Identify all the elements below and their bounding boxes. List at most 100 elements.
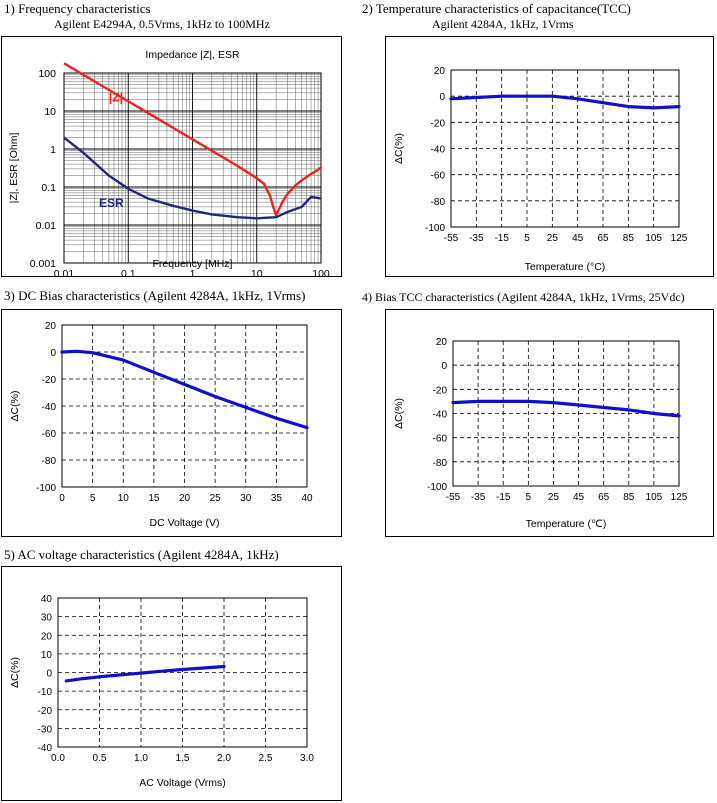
frequency-chart-frame: 0.01 0.1 1 10 100 0.001 0.01 0.1 1 10 100 Impedance… [1,36,342,278]
x-tick-label: 105 [646,492,663,503]
series-label-esr: ESR [99,196,124,210]
dc-bias-chart: 0 5 10 15 20 25 30 35 40 20 0 -20 -40 -60 -80 -100 DC Vo… [9,321,313,529]
x-tick-label: 45 [572,233,584,244]
y-tick-label: -30 [38,724,53,735]
x-tick-label: 25 [547,233,559,244]
x-tick-label: 105 [645,233,662,244]
x-tick-label: 5 [90,493,96,504]
y-tick-label: -100 [425,223,445,234]
series-line [63,136,322,220]
x-tick-label: -15 [496,492,511,503]
y-tick-label: 30 [41,613,53,624]
chart-title: Impedance |Z|, ESR [145,49,240,61]
y-axis-label: ΔC(%) [393,398,405,429]
x-axis-label: Frequency [MHz] [153,258,233,270]
x-tick-label: 5 [526,492,532,503]
y-tick-label: 0.001 [30,258,56,270]
y-tick-label: -40 [42,402,57,413]
tcc-chart-frame: -55 -35 -15 5 25 45 65 85 105 125 20 0 -20 -40 -60 -80 -… [385,36,714,277]
x-tick-label: 1.0 [134,753,148,764]
x-axis-label: AC Voltage (Vrms) [139,777,226,789]
x-tick-label: 10 [251,268,263,278]
y-tick-label: 0 [439,92,445,103]
x-tick-label: 65 [597,233,609,244]
series-line [451,399,681,418]
y-tick-label: -80 [433,458,448,469]
x-tick-label: 25 [548,492,560,503]
x-tick-label: 10 [118,493,130,504]
y-axis-label: ΔC(%) [9,391,21,422]
section-4-title: 4) Bias TCC characteristics (Agilent 428… [362,290,685,304]
y-tick-label: -60 [42,429,57,440]
section-3-title: 3) DC Bias characteristics (Agilent 4284… [4,288,306,303]
x-tick-label: 2.5 [259,753,273,764]
y-axis-label: ΔC(%) [9,657,21,688]
y-tick-label: -40 [38,743,53,754]
y-tick-label: -20 [38,706,53,717]
section-1-subtitle: Agilent E4294A, 0.5Vrms, 1kHz to 100MHz [54,17,270,31]
y-tick-label: 20 [434,66,446,77]
x-tick-label: 100 [312,268,330,278]
y-tick-label: 20 [41,631,53,642]
x-axis-label: Temperature (°C) [525,261,606,273]
x-axis-label: Temperature (℃) [526,518,607,530]
y-tick-label: 100 [38,68,56,80]
y-tick-label: -60 [431,171,446,182]
y-axis-label: ΔC(%) [393,133,405,164]
x-tick-label: 3.0 [300,753,314,764]
section-2-subtitle: Agilent 4284A, 1kHz, 1Vrms [432,17,574,31]
x-tick-label: -35 [469,233,484,244]
dc-bias-chart-frame: 0 5 10 15 20 25 30 35 40 20 0 -20 -40 -60 -80 -100 DC Vo… [1,309,342,537]
x-tick-label: 65 [598,492,610,503]
frequency-chart: 0.01 0.1 1 10 1000.0010.010.1110100Impedance… [8,47,330,278]
ac-voltage-chart: 0.0 0.5 1.0 1.5 2.0 2.5 3.0 40 30 20 10 0 -10 -20 -30 -… [9,594,314,789]
bias-tcc-chart: -55 -35 -15 5 25 45 65 85 105 125 20 0 -20 -40 -60 -80 -… [393,337,688,530]
x-tick-label: 30 [240,493,252,504]
series-label-z: |Z| [109,90,123,104]
section-1-title: 1) Frequency characteristics [4,1,151,16]
x-tick-label: 35 [271,493,283,504]
x-tick-label: 0.0 [51,753,65,764]
y-tick-label: 0 [50,348,56,359]
y-tick-label: 10 [41,650,53,661]
x-tick-label: 85 [623,233,635,244]
x-tick-label: 125 [671,492,688,503]
x-tick-label: 0.01 [54,268,75,278]
x-tick-label: 85 [623,492,635,503]
y-tick-label: 0 [46,669,52,680]
x-tick-label: -35 [471,492,486,503]
y-tick-label: 40 [41,594,53,605]
y-tick-label: -20 [431,118,446,129]
x-tick-label: 0 [59,493,65,504]
y-tick-label: -10 [38,687,53,698]
series-line [64,664,226,683]
y-tick-label: 20 [45,321,57,332]
bias-tcc-chart-frame: -55 -35 -15 5 25 45 65 85 105 125 20 0 -20 -40 -60 -80 -… [385,309,714,537]
section-2-title: 2) Temperature characteristics of capaci… [362,1,631,16]
x-tick-label: -55 [446,492,461,503]
y-tick-label: 0 [441,361,447,372]
y-tick-label: 1 [50,144,56,156]
y-tick-label: 0.1 [41,182,56,194]
x-axis-label: DC Voltage (V) [149,517,219,529]
series-line [449,94,681,110]
y-tick-label: -20 [42,375,57,386]
series-line [60,349,309,430]
y-tick-label: -100 [427,482,447,493]
y-tick-label: -80 [431,197,446,208]
y-tick-label: 20 [436,337,448,348]
y-tick-label: -100 [36,483,56,494]
x-tick-label: 1.5 [176,753,190,764]
y-tick-label: -20 [433,385,448,396]
y-tick-label: 10 [44,106,56,118]
x-tick-label: 1 [190,268,196,278]
x-tick-label: 45 [573,492,585,503]
series-line [63,62,322,217]
x-tick-label: 2.0 [217,753,231,764]
x-tick-label: 40 [301,493,313,504]
y-tick-label: -40 [433,410,448,421]
x-tick-label: 0.1 [121,268,136,278]
y-axis-label: |Z|, ESR [Ohm] [8,133,20,204]
x-tick-label: -55 [444,233,459,244]
x-tick-label: 5 [524,233,530,244]
